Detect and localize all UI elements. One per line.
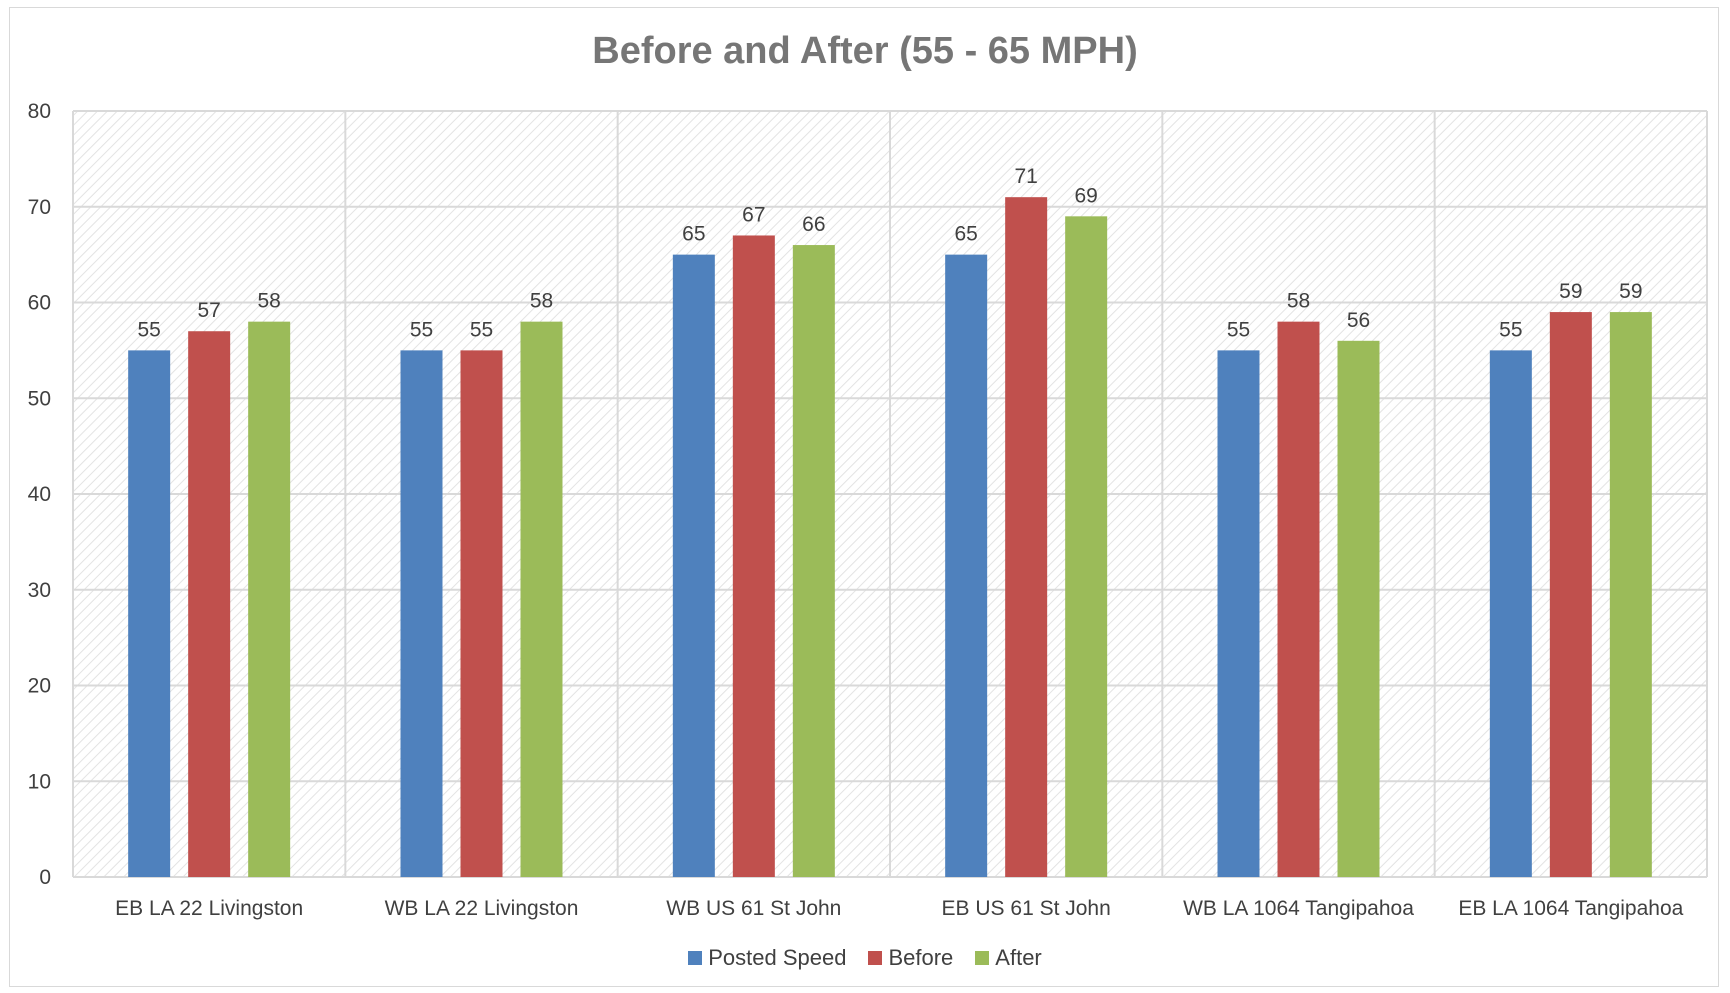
x-tick-label: EB LA 1064 Tangipahoa	[1458, 897, 1683, 920]
data-label: 66	[802, 213, 825, 236]
data-label: 57	[197, 299, 220, 322]
chart-title: Before and After (55 - 65 MPH)	[592, 30, 1138, 72]
data-label: 67	[742, 203, 765, 226]
bar	[945, 254, 988, 877]
data-label: 56	[1347, 309, 1370, 332]
data-label: 55	[137, 318, 160, 341]
data-label: 58	[530, 290, 553, 313]
y-tick-label: 70	[28, 196, 51, 219]
legend-item: Before	[868, 945, 953, 971]
y-tick-label: 30	[28, 579, 51, 602]
data-label: 58	[1287, 290, 1310, 313]
legend-label: Posted Speed	[708, 945, 847, 970]
data-label: 59	[1619, 280, 1642, 303]
bar	[1549, 312, 1592, 877]
x-tick-label: EB US 61 St John	[942, 897, 1111, 920]
data-label: 59	[1559, 280, 1582, 303]
bar	[520, 321, 563, 877]
bar	[400, 350, 443, 877]
data-label: 65	[682, 223, 705, 246]
bar	[1065, 216, 1108, 877]
legend-swatch	[975, 951, 990, 965]
legend-swatch	[688, 951, 703, 965]
x-tick-label: EB LA 22 Livingston	[115, 897, 303, 920]
y-tick-label: 80	[28, 100, 51, 123]
x-tick-label: WB LA 1064 Tangipahoa	[1183, 897, 1414, 920]
data-label: 65	[954, 223, 977, 246]
legend-label: Before	[888, 945, 954, 970]
data-label: 71	[1014, 165, 1037, 188]
legend-item: Posted Speed	[688, 945, 846, 971]
y-tick-label: 60	[28, 292, 51, 315]
data-label: 58	[257, 290, 280, 313]
bar	[1005, 197, 1048, 878]
data-label: 55	[410, 318, 433, 341]
y-tick-label: 0	[39, 866, 51, 889]
bar	[792, 245, 835, 878]
bar	[1609, 312, 1652, 877]
bar	[732, 235, 775, 878]
y-tick-label: 20	[28, 675, 51, 698]
data-label: 55	[1227, 318, 1250, 341]
y-tick-label: 50	[28, 387, 51, 410]
bar	[460, 350, 503, 877]
x-tick-label: WB US 61 St John	[666, 897, 841, 920]
bar	[128, 350, 171, 877]
bar	[1277, 321, 1320, 877]
bar	[672, 254, 715, 877]
bar	[1337, 340, 1380, 877]
data-label: 55	[1499, 318, 1522, 341]
data-label: 55	[470, 318, 493, 341]
bar	[1489, 350, 1532, 877]
bar	[1217, 350, 1260, 877]
legend-item: After	[975, 945, 1042, 971]
legend-swatch	[868, 951, 883, 965]
y-tick-label: 10	[28, 770, 51, 793]
bar	[188, 331, 231, 878]
bar	[248, 321, 291, 877]
x-tick-label: WB LA 22 Livingston	[385, 897, 579, 920]
legend: Posted Speed Before After	[0, 945, 1730, 971]
y-tick-label: 40	[28, 483, 51, 506]
data-label: 69	[1074, 184, 1097, 207]
legend-label: After	[995, 945, 1042, 970]
